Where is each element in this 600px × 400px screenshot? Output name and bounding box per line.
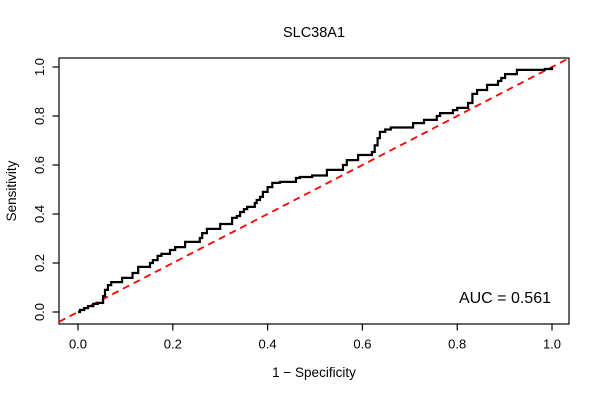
x-tick-label: 0.4	[259, 337, 277, 352]
y-tick-label: 0.0	[32, 303, 47, 321]
y-tick-label: 0.2	[32, 254, 47, 272]
plot-title: SLC38A1	[283, 25, 345, 41]
reference-diagonal-line	[58, 57, 570, 323]
y-tick-label: 1.0	[32, 58, 47, 76]
auc-annotation: AUC = 0.561	[459, 290, 551, 307]
x-tick-label: 0.2	[164, 337, 182, 352]
x-tick-label: 0.0	[69, 337, 87, 352]
y-axis-title: Sensitivity	[4, 160, 19, 221]
x-axis-title: 1 − Specificity	[272, 365, 356, 380]
y-tick-label: 0.4	[32, 205, 47, 223]
x-tick-label: 0.6	[353, 337, 371, 352]
y-tick-label: 0.8	[32, 107, 47, 125]
y-tick-label: 0.6	[32, 156, 47, 174]
roc-curve	[78, 67, 554, 314]
chart-series	[58, 57, 570, 323]
x-tick-label: 0.8	[448, 337, 466, 352]
plot-box	[58, 57, 570, 325]
x-tick-label: 1.0	[543, 337, 561, 352]
axis-ticks: 0.0 0.2 0.4 0.6 0.8 1.0 0.0 0.2 0.4 0.6 0.8 1.0	[32, 58, 561, 352]
